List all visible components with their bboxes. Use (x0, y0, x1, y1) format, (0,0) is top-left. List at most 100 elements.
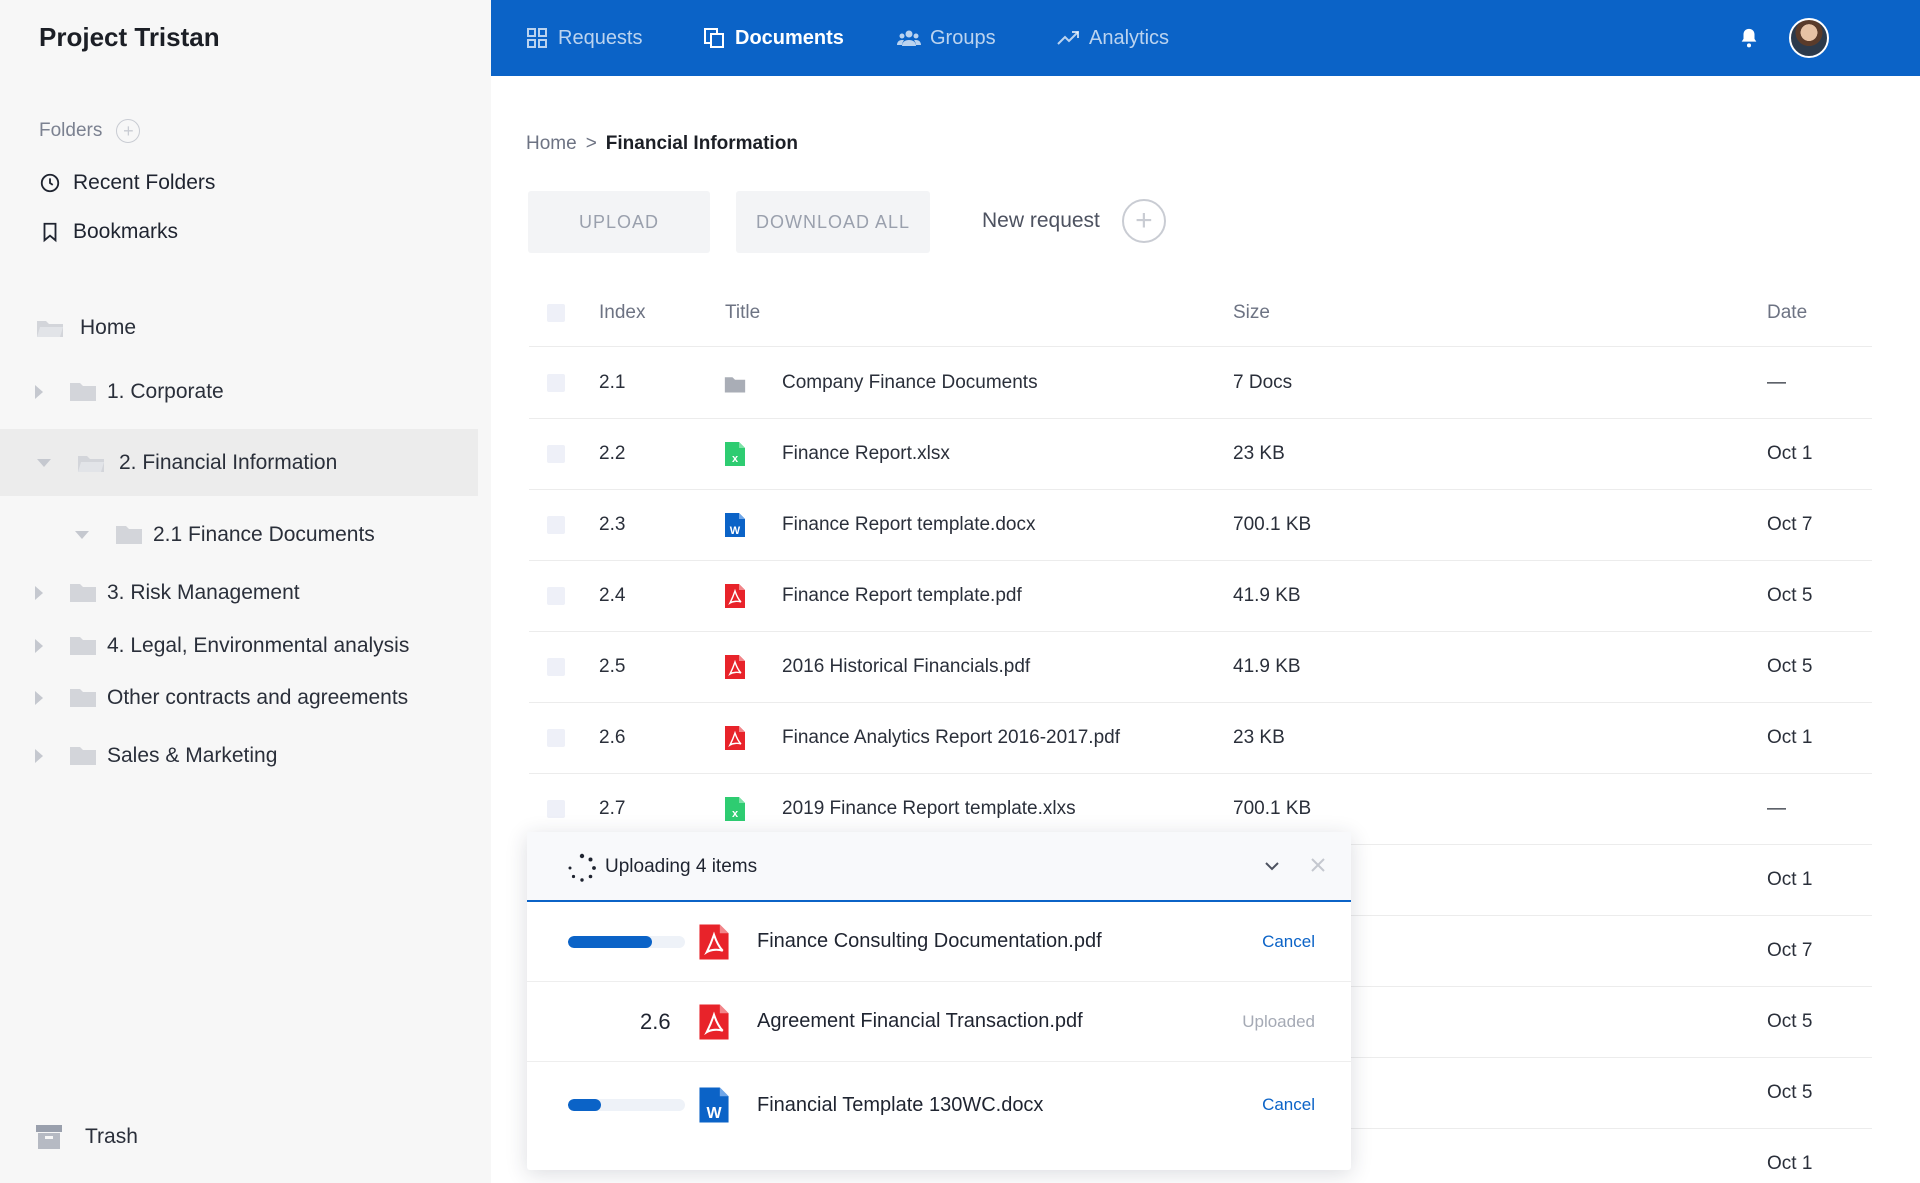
expand-arrow-icon[interactable] (35, 749, 43, 763)
expand-arrow-icon[interactable] (35, 586, 43, 600)
row-checkbox[interactable] (547, 800, 565, 818)
table-row[interactable]: Oct 1 (529, 1129, 1872, 1183)
collapse-arrow-icon[interactable] (37, 458, 51, 467)
tree-item-risk-management[interactable]: 3. Risk Management (0, 561, 478, 625)
row-title[interactable]: 2019 Finance Report template.xlxs (782, 798, 1076, 819)
tree-item-legal-environmental[interactable]: 4. Legal, Environmental analysis (0, 614, 478, 678)
upload-progress-fill (568, 935, 653, 948)
cancel-upload-button[interactable]: Cancel (1262, 931, 1315, 951)
pdf-file-icon (699, 1004, 729, 1039)
pdf-file-icon (725, 726, 745, 750)
pdf-file-icon (699, 924, 729, 959)
upload-item-name: Agreement Financial Transaction.pdf (757, 1010, 1083, 1032)
expand-arrow-icon[interactable] (35, 385, 43, 399)
folder-icon (116, 526, 142, 544)
expand-arrow-icon[interactable] (35, 691, 43, 705)
row-size: 41.9 KB (1233, 585, 1301, 606)
upload-button[interactable]: UPLOAD (528, 191, 710, 253)
folder-icon (70, 689, 96, 707)
user-avatar[interactable] (1789, 18, 1829, 58)
row-checkbox[interactable] (547, 587, 565, 605)
select-all-checkbox[interactable] (547, 303, 565, 322)
table-row[interactable]: 2.5 2016 Historical Financials.pdf 41.9 KB… (529, 632, 1872, 703)
row-checkbox[interactable] (547, 373, 565, 392)
new-request-button[interactable]: New request + (982, 199, 1166, 243)
nav-requests[interactable]: Requests (525, 0, 643, 76)
row-date: Oct 7 (1767, 514, 1813, 535)
table-row[interactable]: 2.6 Finance Analytics Report 2016-2017.pd… (529, 703, 1872, 774)
bookmarks-label: Bookmarks (73, 220, 179, 243)
column-index[interactable]: Index (599, 301, 646, 323)
close-icon[interactable] (1309, 856, 1327, 874)
row-size: 700.1 KB (1233, 514, 1312, 535)
folder-open-icon (37, 321, 63, 337)
trash-link[interactable]: Trash (35, 1124, 138, 1150)
nav-groups[interactable]: Groups (897, 0, 996, 76)
row-checkbox[interactable] (547, 729, 565, 747)
column-size[interactable]: Size (1233, 301, 1270, 323)
spinner-icon (568, 853, 596, 882)
nav-label: Analytics (1089, 26, 1170, 49)
row-date: Oct 7 (1767, 940, 1813, 961)
tree-item-home[interactable]: Home (0, 296, 478, 360)
nav-analytics[interactable]: Analytics (1056, 0, 1169, 76)
bookmark-icon (43, 222, 57, 243)
row-index: 2.1 (599, 371, 626, 393)
row-title[interactable]: Finance Analytics Report 2016-2017.pdf (782, 727, 1120, 748)
row-title[interactable]: Finance Report.xlsx (782, 443, 950, 464)
collapse-arrow-icon[interactable] (75, 531, 89, 539)
tree-label: Home (80, 316, 137, 339)
table-row[interactable]: 2.3 W Finance Report template.docx 700.1 KB… (529, 490, 1872, 561)
tree-item-sales-marketing[interactable]: Sales & Marketing (0, 724, 478, 788)
tree-label: 3. Risk Management (107, 581, 300, 604)
tree-item-financial-information[interactable]: 2. Financial Information (0, 429, 478, 496)
row-date: — (1767, 371, 1786, 393)
expand-arrow-icon[interactable] (35, 639, 43, 653)
upload-item: W Financial Template 130WC.docx Cancel (527, 1062, 1351, 1148)
grid-icon (527, 28, 547, 48)
table-row[interactable]: 2.1 Company Finance Documents 7 Docs — (529, 347, 1872, 419)
upload-item: 2.6 Agreement Financial Transaction.pdf Up… (527, 982, 1351, 1062)
pdf-file-icon (725, 655, 745, 679)
tree-item-corporate[interactable]: 1. Corporate (0, 360, 478, 424)
bookmarks-link[interactable]: Bookmarks (39, 220, 178, 244)
row-date: Oct 5 (1767, 656, 1813, 677)
nav-label: Groups (930, 26, 996, 49)
row-date: Oct 1 (1767, 1153, 1813, 1174)
recent-folders-link[interactable]: Recent Folders (39, 171, 215, 195)
row-title[interactable]: 2016 Historical Financials.pdf (782, 656, 1031, 677)
breadcrumb-home[interactable]: Home (526, 133, 577, 154)
table-row[interactable]: 2.2 x Finance Report.xlsx 23 KB Oct 1 (529, 419, 1872, 490)
row-title[interactable]: Company Finance Documents (782, 371, 1038, 393)
add-folder-button[interactable]: + (116, 119, 141, 143)
row-title[interactable]: Finance Report template.docx (782, 514, 1036, 535)
tree-label: 2.1 Finance Documents (153, 523, 375, 546)
tree-item-other-contracts[interactable]: Other contracts and agreements (0, 666, 478, 730)
row-checkbox[interactable] (547, 516, 565, 534)
row-size: 23 KB (1233, 443, 1285, 464)
table-row[interactable]: 2.4 Finance Report template.pdf 41.9 KB Oct… (529, 561, 1872, 632)
row-size: 7 Docs (1233, 371, 1293, 393)
download-all-button[interactable]: DOWNLOAD ALL (736, 191, 930, 253)
folder-icon (70, 637, 96, 655)
row-date: Oct 1 (1767, 727, 1813, 748)
tree-label: 2. Financial Information (119, 450, 338, 474)
column-date[interactable]: Date (1767, 301, 1808, 323)
cancel-upload-button[interactable]: Cancel (1262, 1095, 1315, 1114)
recent-folders-label: Recent Folders (73, 171, 216, 194)
bell-icon[interactable] (1738, 27, 1760, 49)
tree-item-finance-documents[interactable]: 2.1 Finance Documents (0, 503, 478, 567)
trash-label: Trash (85, 1125, 138, 1148)
analytics-icon (1057, 31, 1079, 45)
row-checkbox[interactable] (547, 445, 565, 463)
row-checkbox[interactable] (547, 658, 565, 676)
add-request-icon[interactable]: + (1121, 199, 1166, 243)
upload-item-name: Financial Template 130WC.docx (757, 1093, 1044, 1116)
folder-icon (724, 377, 746, 393)
chevron-down-icon[interactable] (1262, 856, 1282, 876)
upload-status-label: Uploaded (1242, 1011, 1315, 1031)
row-title[interactable]: Finance Report template.pdf (782, 585, 1022, 606)
row-date: Oct 1 (1767, 869, 1813, 890)
column-title[interactable]: Title (725, 301, 761, 323)
nav-documents[interactable]: Documents (702, 0, 844, 76)
